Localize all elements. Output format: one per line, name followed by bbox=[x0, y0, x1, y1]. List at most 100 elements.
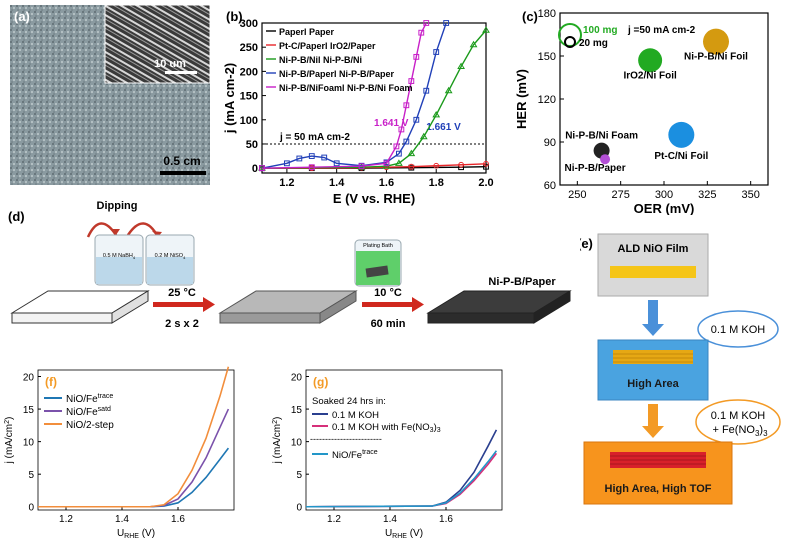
y-tick-label: 10 bbox=[291, 438, 303, 449]
data-point bbox=[413, 53, 420, 60]
svg-text:2 s x 2: 2 s x 2 bbox=[165, 318, 199, 330]
data-point bbox=[418, 29, 425, 36]
box-high-tof: High Area, High TOF bbox=[583, 441, 733, 505]
point-label: Ni-P-B/Ni Foil bbox=[684, 52, 748, 63]
y-tick-label: 120 bbox=[538, 94, 556, 106]
x-axis-label: E (V vs. RHE) bbox=[333, 191, 415, 206]
svg-text:10 °C: 10 °C bbox=[374, 287, 402, 299]
data-point bbox=[403, 102, 410, 109]
x-tick-label: 1.2 bbox=[327, 514, 341, 525]
svg-text:0.1 M KOH: 0.1 M KOH bbox=[711, 324, 765, 336]
x-tick-label: 1.4 bbox=[329, 177, 345, 189]
point-label: Pt-C/Ni Foil bbox=[654, 151, 708, 162]
x-axis-label: URHE (V) bbox=[117, 528, 155, 540]
x-tick-label: 250 bbox=[568, 189, 586, 201]
x-axis-label: OER (mV) bbox=[634, 201, 695, 215]
legend-entry: Paperl Paper bbox=[279, 27, 335, 37]
paper-slab-grey bbox=[218, 290, 358, 324]
panel-label: (g) bbox=[313, 375, 328, 389]
cond-koh-oval: 0.1 M KOH bbox=[697, 310, 779, 348]
process-arrow-2: 10 °C 60 min bbox=[362, 287, 424, 330]
inset-scale-bar bbox=[165, 71, 197, 74]
chart-c: (c) 250 275 300 325 350 60 90 120 150 180 OER (mV)… bbox=[514, 8, 769, 215]
legend-divider: ------------------------ bbox=[310, 434, 382, 444]
data-point bbox=[443, 20, 450, 26]
data-point bbox=[308, 164, 315, 171]
y-tick-label: 5 bbox=[296, 470, 302, 481]
chart-b: (b) 1.2 1.4 1.6 1.8 2.0 0 50 100 150 200 250 300 E (… bbox=[222, 9, 494, 206]
scale-bar bbox=[160, 171, 206, 175]
panel-label-b: (b) bbox=[226, 9, 243, 24]
y-tick-label: 60 bbox=[544, 180, 556, 192]
x-tick-label: 1.4 bbox=[115, 514, 129, 525]
svg-text:+ Fe(NO3)3: + Fe(NO3)3 bbox=[712, 424, 768, 438]
data-point bbox=[321, 154, 328, 161]
legend-100mg-circle bbox=[558, 23, 582, 47]
data-point bbox=[296, 155, 303, 162]
cond-koh-fe-oval: 0.1 M KOH + Fe(NO3)3 bbox=[695, 399, 781, 445]
x-tick-label: 1.2 bbox=[59, 514, 73, 525]
legend-20mg: 20 mg bbox=[579, 38, 608, 49]
process-arrow-1: 25 °C 2 s x 2 bbox=[153, 287, 215, 330]
y-tick-label: 300 bbox=[240, 18, 258, 30]
legend-20mg-circle bbox=[564, 36, 576, 48]
series-line bbox=[261, 22, 427, 169]
y-axis-label: j (mA cm-2) bbox=[222, 63, 237, 134]
inset-scale-text: 10 um bbox=[154, 58, 186, 70]
product-label: Ni-P-B/Paper bbox=[488, 276, 556, 288]
panel-d-schematic: (d) Dipping 0.5 M NaBH4 0.2 M NiSO4 Plat… bbox=[8, 200, 572, 330]
y-tick-label: 5 bbox=[28, 470, 34, 481]
x-tick-label: 1.2 bbox=[279, 177, 294, 189]
y-tick-label: 180 bbox=[538, 8, 556, 20]
svg-text:ALD NiO Film: ALD NiO Film bbox=[618, 243, 689, 255]
panel-label-e: (e) bbox=[580, 236, 593, 251]
series-line bbox=[38, 366, 230, 508]
data-point bbox=[413, 116, 420, 123]
annotation-v2: 1.661 V bbox=[426, 122, 461, 133]
data-point bbox=[432, 110, 441, 118]
y-axis-label: j (mA/cm2) bbox=[4, 417, 15, 465]
arrow-down-1 bbox=[642, 300, 664, 336]
series-line bbox=[261, 29, 487, 169]
svg-text:Plating Bath: Plating Bath bbox=[363, 243, 393, 249]
data-point bbox=[469, 40, 478, 48]
data-point bbox=[403, 138, 410, 145]
paper-slab-plain bbox=[10, 290, 150, 324]
panel-label-d: (d) bbox=[8, 209, 25, 224]
y-tick-label: 0 bbox=[252, 163, 258, 175]
y-tick-label: 10 bbox=[23, 438, 35, 449]
x-tick-label: 1.8 bbox=[429, 177, 444, 189]
point-label: Ni-P-B/Ni Foam bbox=[565, 131, 638, 142]
data-point bbox=[283, 160, 290, 167]
x-tick-label: 1.6 bbox=[439, 514, 453, 525]
x-tick-label: 1.4 bbox=[383, 514, 397, 525]
annotation-j: j = 50 mA cm-2 bbox=[279, 132, 350, 143]
legend-entry: Ni-P-B/NiFoaml Ni-P-B/Ni Foam bbox=[279, 83, 413, 93]
x-tick-label: 300 bbox=[655, 189, 673, 201]
data-point bbox=[383, 160, 390, 167]
box-ald-nio: ALD NiO Film bbox=[597, 233, 709, 297]
panel-a: (a) 10 um 0.5 cm bbox=[10, 5, 210, 185]
y-tick-label: 15 bbox=[23, 405, 35, 416]
y-tick-label: 250 bbox=[240, 42, 258, 54]
data-point bbox=[433, 49, 440, 55]
annotation-j: j =50 mA cm-2 bbox=[627, 25, 696, 36]
plot-frame bbox=[305, 369, 503, 511]
soaked-text: Soaked 24 hrs in: bbox=[312, 396, 386, 407]
series-line bbox=[305, 450, 498, 508]
beaker-nabh4: 0.5 M NaBH4 bbox=[94, 234, 144, 286]
legend-entry: NiO/Fetrace bbox=[66, 393, 113, 405]
x-tick-label: 1.6 bbox=[171, 514, 185, 525]
y-axis-label: HER (mV) bbox=[514, 69, 529, 129]
y-tick-label: 150 bbox=[240, 91, 258, 103]
chart-g: 1.2 1.4 1.6 0 5 10 15 20 URHE (V) j (mA/cm2) (g) So… bbox=[272, 369, 503, 540]
legend-entry: NiO/Fesatd bbox=[66, 406, 111, 418]
y-tick-label: 15 bbox=[291, 405, 303, 416]
data-point bbox=[358, 163, 365, 170]
y-tick-label: 150 bbox=[538, 51, 556, 63]
panel-label-a: (a) bbox=[14, 9, 30, 24]
point-label: Ni-P-B/Paper bbox=[565, 163, 626, 174]
data-point bbox=[333, 160, 340, 167]
scatter-point bbox=[638, 48, 663, 73]
data-point bbox=[395, 159, 403, 166]
